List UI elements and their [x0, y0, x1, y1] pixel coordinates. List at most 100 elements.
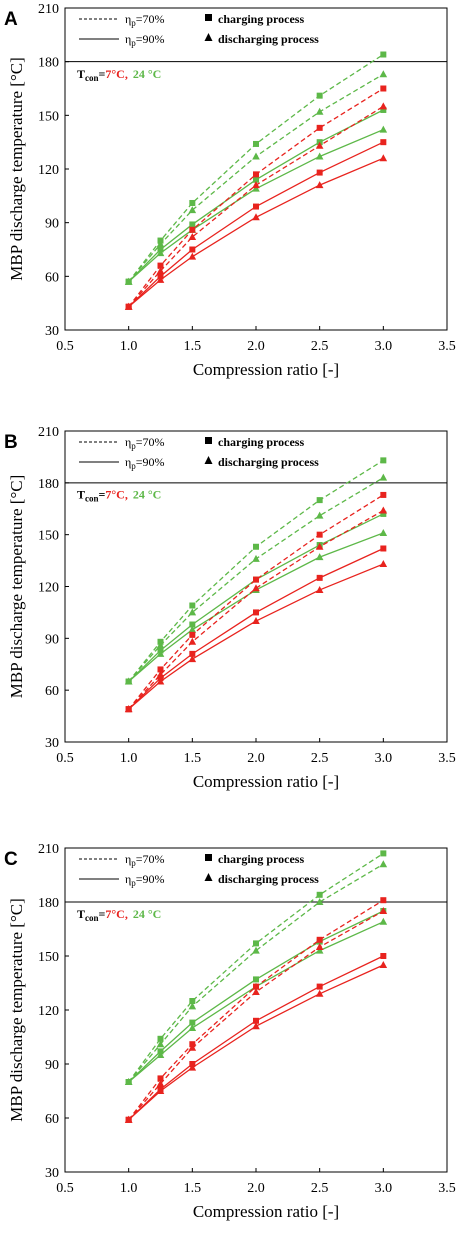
- triangle-marker: [156, 1087, 165, 1094]
- square-marker: [380, 897, 387, 904]
- legend-eta-90: ηp=90%: [125, 32, 165, 48]
- square-marker: [253, 140, 259, 147]
- triangle-marker: [379, 70, 388, 78]
- y-tick-label: 120: [38, 1004, 59, 1019]
- triangle-marker: [379, 961, 388, 968]
- square-marker: [253, 576, 259, 583]
- square-marker: [157, 1035, 164, 1042]
- triangle-marker: [379, 125, 388, 133]
- square-marker: [189, 226, 196, 233]
- triangle-marker: [156, 266, 165, 274]
- square-marker: [380, 457, 387, 464]
- square-marker: [253, 203, 259, 210]
- triangle-marker: [379, 154, 388, 162]
- conditions-label: Tcon=7°C, 24 °C: [77, 907, 161, 923]
- panel-letter: C: [4, 849, 18, 870]
- y-tick-label: 150: [38, 109, 59, 124]
- triangle-marker: [188, 252, 197, 260]
- series-red-90-charging: [125, 545, 387, 713]
- square-marker: [189, 246, 196, 253]
- triangle-marker: [188, 625, 197, 633]
- series-line: [128, 910, 384, 1121]
- square-marker: [316, 983, 323, 990]
- triangle-marker: [188, 206, 197, 214]
- y-axis-title: MBP discharge temperature [°C]: [7, 475, 26, 699]
- square-marker: [157, 666, 164, 673]
- legend-discharging-label: discharging process: [218, 872, 319, 886]
- square-marker: [316, 92, 323, 99]
- y-tick-label: 210: [38, 842, 59, 857]
- y-tick-label: 90: [45, 1058, 59, 1073]
- legend-square-marker: [205, 854, 212, 861]
- square-marker: [316, 531, 323, 538]
- legend-charging-label: charging process: [218, 435, 304, 449]
- y-tick-label: 60: [45, 1112, 59, 1127]
- triangle-marker: [252, 584, 260, 592]
- triangle-marker: [252, 184, 260, 192]
- square-marker: [189, 221, 196, 228]
- series-red-90-discharging: [124, 961, 388, 1123]
- triangle-marker: [188, 232, 197, 240]
- triangle-marker: [252, 181, 260, 189]
- x-axis-title: Compression ratio [-]: [193, 360, 339, 379]
- triangle-marker: [315, 141, 324, 149]
- y-tick-label: 60: [45, 684, 59, 699]
- square-marker: [253, 171, 259, 178]
- legend-eta-90: ηp=90%: [125, 872, 165, 888]
- y-tick-label: 120: [38, 581, 59, 596]
- series-line: [128, 964, 384, 1121]
- triangle-marker: [252, 988, 260, 995]
- series-line: [128, 129, 384, 283]
- series-line: [128, 157, 384, 308]
- series-red-90-discharging: [124, 560, 388, 713]
- y-tick-label: 210: [38, 425, 59, 440]
- triangle-marker: [124, 677, 133, 685]
- plot-frame: [64, 847, 448, 1173]
- y-axis-title: MBP discharge temperature [°C]: [7, 57, 26, 281]
- x-tick-label: 3.5: [438, 1181, 456, 1196]
- square-marker: [189, 998, 196, 1004]
- y-tick-label: 30: [45, 1166, 59, 1181]
- series-green-90-discharging: [124, 528, 388, 685]
- triangle-marker: [379, 917, 388, 925]
- square-marker: [316, 497, 323, 504]
- square-marker: [380, 545, 387, 552]
- x-tick-label: 3.0: [375, 339, 393, 354]
- conditions-label: Tcon=7°C, 24 °C: [77, 67, 161, 83]
- series-line: [128, 921, 384, 1083]
- triangle-marker: [252, 1022, 260, 1030]
- x-axis-title: Compression ratio [-]: [193, 772, 339, 791]
- square-marker: [253, 609, 259, 616]
- y-tick-label: 90: [45, 632, 59, 647]
- triangle-marker: [124, 302, 133, 310]
- triangle-marker: [379, 907, 388, 914]
- y-tick-label: 30: [45, 736, 59, 751]
- triangle-marker: [315, 585, 324, 593]
- triangle-marker: [156, 1079, 165, 1087]
- chart-panel-b: 30 60 90 120 150 180 210 0.5 1.0 1.5 2.0 2.5 3.0 3.5 C…: [4, 425, 456, 791]
- square-marker: [189, 621, 196, 628]
- square-marker: [380, 491, 387, 498]
- triangle-marker: [315, 946, 324, 954]
- x-tick-label: 3.5: [438, 751, 456, 766]
- triangle-marker: [315, 511, 324, 519]
- x-tick-label: 0.5: [56, 751, 74, 766]
- y-tick-label: 180: [38, 56, 59, 71]
- series-line: [128, 910, 384, 1083]
- triangle-marker: [315, 107, 324, 115]
- legend: ηp=70% ηp=90% charging process discharging …: [79, 12, 319, 48]
- series-line: [128, 563, 384, 710]
- chart-panel-a: 30 60 90 120 150 180 210 0.5 1.0 1.5 2.0 2.5 3.0 3.5 C…: [4, 2, 456, 379]
- series-line: [128, 955, 384, 1121]
- x-tick-label: 0.5: [56, 1181, 74, 1196]
- x-tick-label: 2.5: [311, 1181, 329, 1196]
- triangle-marker: [156, 249, 165, 257]
- legend: ηp=70% ηp=90% charging process discharging …: [79, 852, 319, 888]
- chart-panel-c: 30 60 90 120 150 180 210 0.5 1.0 1.5 2.0 2.5 3.0 3.5 C…: [4, 842, 456, 1221]
- triangle-marker: [252, 152, 260, 160]
- triangle-marker: [315, 553, 324, 561]
- series-red-90-discharging: [124, 154, 388, 310]
- triangle-marker: [379, 528, 388, 536]
- y-tick-label: 90: [45, 217, 59, 232]
- y-tick-label: 150: [38, 950, 59, 965]
